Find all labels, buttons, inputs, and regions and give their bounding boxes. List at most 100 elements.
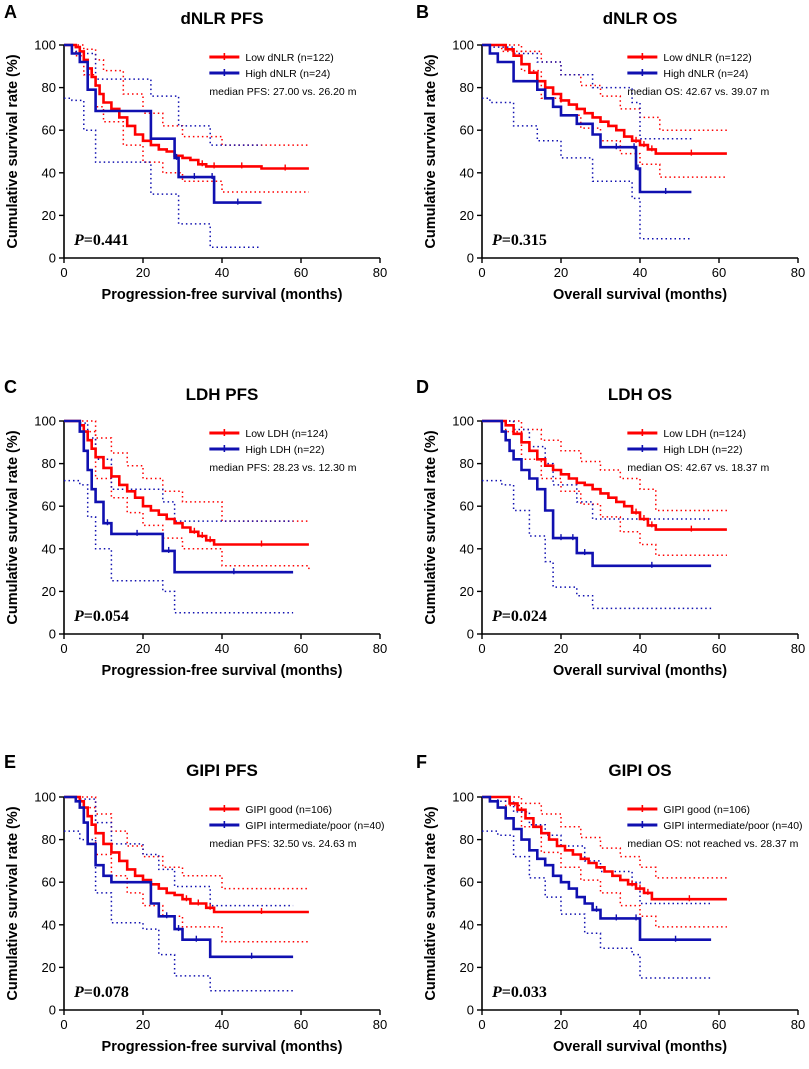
ci-band-line [482,44,727,178]
y-tick-label: 60 [460,499,474,514]
x-tick-label: 0 [60,265,67,280]
x-tick-label: 0 [60,1017,67,1032]
survival-curve-low [482,43,727,155]
y-tick-label: 80 [42,80,56,95]
legend-label: Low dNLR (n=122) [663,52,751,64]
x-axis-title: Overall survival (months) [553,1039,727,1055]
median-survival-text: median OS: not reached vs. 28.37 m [627,838,798,850]
y-tick-label: 60 [42,499,56,514]
x-tick-label: 40 [215,1017,229,1032]
x-tick-label: 40 [633,641,647,656]
y-tick-label: 40 [42,165,56,180]
y-tick-label: 0 [49,627,56,642]
y-tick-label: 100 [452,414,474,429]
x-tick-label: 0 [478,641,485,656]
chart-title: GIPI OS [608,761,671,780]
legend-label: Low LDH (n=124) [245,428,328,440]
panel-letter: D [416,377,429,397]
y-tick-label: 0 [49,251,56,266]
y-tick-label: 20 [42,960,56,975]
legend-label: GIPI intermediate/poor (n=40) [663,820,802,832]
x-tick-label: 80 [373,1017,387,1032]
x-tick-label: 80 [373,265,387,280]
survival-curve-low [482,419,727,531]
p-value-number: =0.315 [502,232,547,249]
ci-band-line [64,44,309,146]
panel-e: E GIPI PFS 0 20 40 60 80 100 0 20 40 60 80 Progressio… [4,752,387,1055]
legend-label: High LDH (n=22) [663,444,742,456]
ci-band-line [64,479,294,614]
x-tick-label: 80 [791,265,805,280]
ci-band-line [482,420,727,556]
x-tick-label: 20 [554,641,568,656]
x-tick-label: 20 [136,641,150,656]
y-axis-title: Cumulative survival rate (%) [423,430,439,624]
survival-curve-low [64,419,309,546]
p-value-number: =0.054 [84,608,129,625]
y-tick-label: 60 [42,123,56,138]
y-tick-label: 100 [452,38,474,53]
p-value: P=0.441 [73,232,129,249]
y-tick-label: 40 [460,541,474,556]
x-tick-label: 80 [791,1017,805,1032]
legend-label: High dNLR (n=24) [663,68,748,80]
y-tick-label: 40 [460,165,474,180]
x-tick-label: 20 [554,1017,568,1032]
x-axis-title: Progression-free survival (months) [102,287,343,303]
p-value-symbol: P [491,232,502,249]
y-tick-label: 0 [467,251,474,266]
survival-curve-high [64,43,262,204]
x-tick-label: 80 [791,641,805,656]
p-value-number: =0.441 [84,232,129,249]
y-axis-title: Cumulative survival rate (%) [5,806,21,1000]
x-tick-label: 40 [633,265,647,280]
legend-label: GIPI good (n=106) [245,804,332,816]
survival-curve-low [482,795,727,901]
p-value-number: =0.078 [84,984,129,1001]
y-tick-label: 20 [42,584,56,599]
x-tick-label: 40 [633,1017,647,1032]
panel-letter: B [416,2,429,22]
y-tick-label: 40 [460,917,474,932]
panel-c: C LDH PFS 0 20 40 60 80 100 0 20 40 60 80 Progression… [4,377,387,679]
x-tick-label: 60 [712,1017,726,1032]
chart-title: dNLR OS [603,9,678,28]
x-tick-label: 60 [294,1017,308,1032]
y-tick-label: 100 [34,414,56,429]
x-tick-label: 0 [478,1017,485,1032]
y-tick-label: 80 [460,832,474,847]
y-tick-label: 60 [460,875,474,890]
ci-band-line [64,796,309,943]
p-value: P=0.078 [73,984,129,1001]
legend-label: Low dNLR (n=122) [245,52,333,64]
ci-band-line [482,796,727,879]
x-tick-label: 0 [478,265,485,280]
ci-band-line [64,420,309,522]
y-tick-label: 80 [460,80,474,95]
survival-curve-high [482,795,712,941]
survival-curve-low [64,795,309,914]
x-tick-label: 20 [136,265,150,280]
x-axis-title: Overall survival (months) [553,287,727,303]
p-value-number: =0.024 [502,608,547,625]
chart-title: LDH OS [608,385,672,404]
panel-letter: A [4,2,17,22]
survival-curve-low [64,43,309,170]
y-tick-label: 40 [42,541,56,556]
y-tick-label: 100 [34,38,56,53]
y-tick-label: 80 [42,832,56,847]
ci-band-line [64,97,262,249]
p-value-symbol: P [491,984,502,1001]
y-axis-title: Cumulative survival rate (%) [5,54,21,248]
y-tick-label: 40 [42,917,56,932]
median-survival-text: median PFS: 32.50 vs. 24.63 m [209,838,356,850]
p-value-symbol: P [73,232,84,249]
p-value-symbol: P [73,984,84,1001]
survival-curve-high [64,419,294,574]
y-axis-title: Cumulative survival rate (%) [423,54,439,248]
x-tick-label: 60 [294,641,308,656]
p-value: P=0.033 [491,984,547,1001]
p-value: P=0.054 [73,608,129,625]
